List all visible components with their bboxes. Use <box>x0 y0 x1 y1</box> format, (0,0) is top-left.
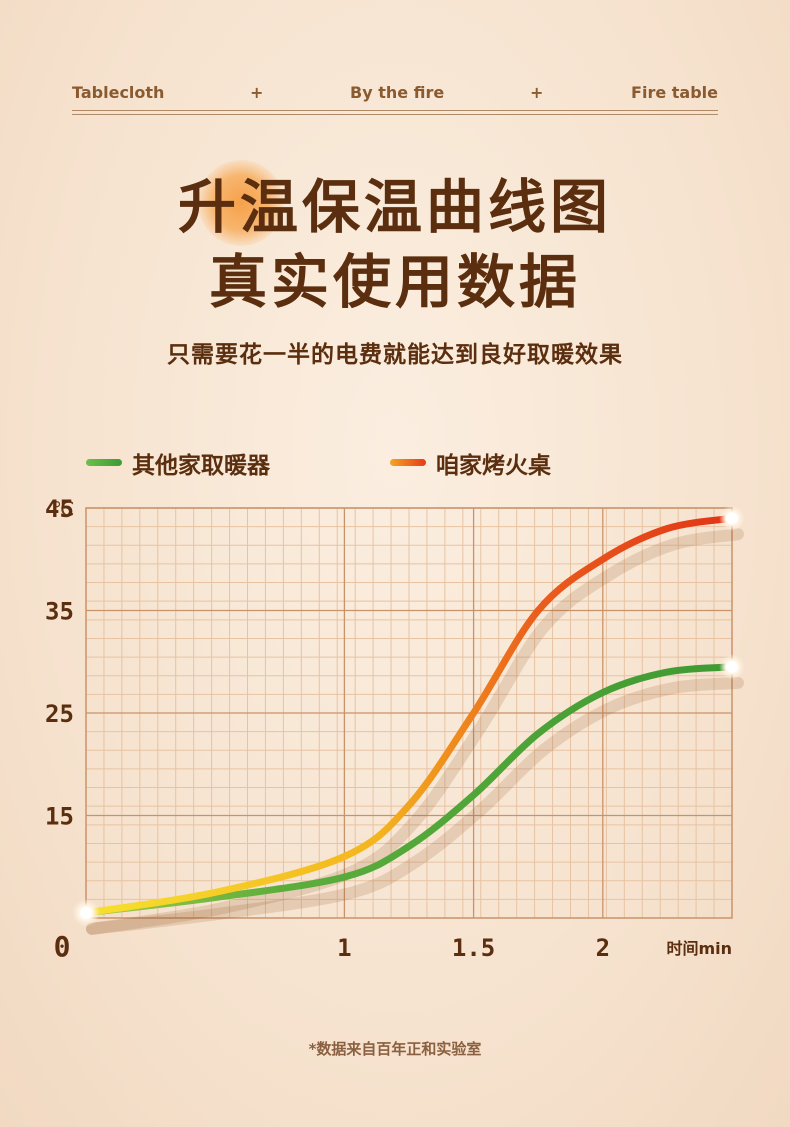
legend-swatch <box>390 459 426 466</box>
legend-swatch <box>86 459 122 466</box>
page-subtitle: 只需要花一半的电费就能达到良好取暖效果 <box>167 342 623 368</box>
legend-label: 咱家烤火桌 <box>436 453 551 479</box>
series-end-point-core <box>726 660 738 673</box>
series-lines <box>72 505 745 935</box>
data-source-note: *数据来自百年正和实验室 <box>308 1040 482 1058</box>
y-tick-label: 35 <box>45 598 74 626</box>
nav-separator: + <box>530 83 544 102</box>
temperature-chart: ℃ 15 25 35 45 0 1 1.5 2 时间min <box>45 495 745 963</box>
nav-by-the-fire: By the fire <box>350 83 445 102</box>
y-tick-label: 45 <box>45 495 74 523</box>
nav-tablecloth: Tablecloth <box>72 83 165 102</box>
x-tick-label: 1 <box>337 934 351 962</box>
series-shadow <box>86 676 744 935</box>
x-tick-label: 2 <box>596 934 610 962</box>
plot-border <box>85 507 733 919</box>
x-axis-label: 时间min <box>666 939 732 958</box>
top-nav: Tablecloth + By the fire + Fire table <box>72 78 718 118</box>
nav-fire-table: Fire table <box>631 83 718 102</box>
y-tick-label: 15 <box>45 803 74 831</box>
nav-separator: + <box>250 83 264 102</box>
legend-label: 其他家取暖器 <box>132 453 270 479</box>
divider <box>72 114 718 115</box>
series-start-point-core <box>80 906 92 919</box>
sun-glow-icon <box>198 160 284 246</box>
y-axis: ℃ 15 25 35 45 <box>45 495 74 831</box>
x-tick-label: 0 <box>54 930 71 963</box>
x-axis: 0 1 1.5 2 时间min <box>54 930 732 963</box>
series-shadow <box>86 528 744 935</box>
y-tick-label: 25 <box>45 700 74 728</box>
series-line-other-heater <box>82 663 736 917</box>
y-axis-unit-label: ℃ <box>52 497 74 521</box>
series-end-point-core <box>726 512 738 525</box>
page-title: 升温保温曲线图 <box>177 173 612 241</box>
x-tick-label: 1.5 <box>452 934 495 962</box>
page-title-line2: 真实使用数据 <box>208 248 581 316</box>
divider <box>72 110 718 111</box>
series-line-fire-table <box>82 514 736 917</box>
